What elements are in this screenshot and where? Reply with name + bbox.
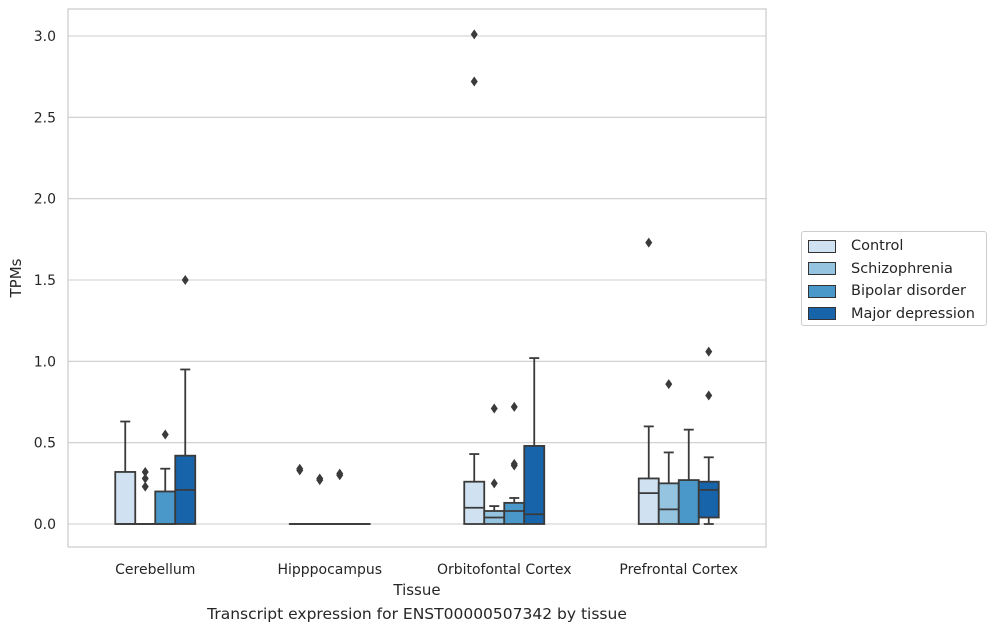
box-major-depression <box>523 357 546 525</box>
x-tick-labels: Cerebellum Hipppocampus Orbitofontal Corte… <box>115 562 738 578</box>
outlier-point <box>705 346 713 357</box>
outlier-point <box>490 403 498 414</box>
outlier-point <box>490 478 498 489</box>
box-schizophrenia <box>483 505 506 525</box>
box-control <box>114 420 137 525</box>
y-tick-label: 3.0 <box>34 29 56 45</box>
plot-frame <box>67 8 767 548</box>
box-iqr <box>697 480 720 519</box>
box-major-depression <box>174 368 197 525</box>
outlier-point <box>665 379 673 390</box>
outlier-point <box>470 29 478 40</box>
box-bipolar-disorder <box>154 467 177 525</box>
legend-label-major-depression: Major depression <box>851 305 975 322</box>
box-layer <box>114 357 720 525</box>
box-iqr <box>114 471 137 525</box>
y-tick-label: 0.5 <box>34 436 56 452</box>
outlier-point <box>181 275 189 285</box>
legend-label-bipolar-disorder: Bipolar disorder <box>851 283 966 300</box>
box-schizophrenia <box>657 451 680 525</box>
legend-item-bipolar-disorder: Bipolar disorder <box>808 280 986 303</box>
x-tick-label: Hipppocampus <box>277 562 382 578</box>
y-tick-label: 2.0 <box>34 192 56 208</box>
outlier-point <box>141 473 149 484</box>
box-iqr <box>677 479 700 525</box>
box-iqr <box>463 480 486 525</box>
box-control <box>637 425 660 525</box>
y-tick-labels: 0.0 0.5 1.0 1.5 2.0 2.5 3.0 <box>34 29 56 533</box>
y-tick-label: 1.0 <box>34 354 56 370</box>
legend-label-control: Control <box>851 238 904 255</box>
outlier-point <box>510 458 518 469</box>
x-tick-label: Orbitofontal Cortex <box>437 562 572 578</box>
box-iqr <box>523 445 546 525</box>
grid-layer <box>68 35 766 525</box>
y-axis-title: TPMs <box>7 258 25 298</box>
outlier-point <box>161 429 169 440</box>
legend-item-schizophrenia: Schizophrenia <box>808 258 986 281</box>
legend-swatch-control <box>808 239 836 253</box>
outlier-point <box>336 468 344 479</box>
box-iqr <box>154 490 177 525</box>
outlier-point <box>316 473 324 484</box>
chart-caption: Transcript expression for ENST0000050734… <box>207 605 627 623</box>
outlier-point <box>141 466 149 477</box>
legend-label-schizophrenia: Schizophrenia <box>851 260 953 277</box>
legend: Control Schizophrenia Bipolar disorder M… <box>801 231 987 326</box>
legend-item-control: Control <box>808 235 986 258</box>
legend-swatch-schizophrenia <box>808 262 836 276</box>
legend-swatch-major-depression <box>808 307 836 321</box>
outlier-point <box>705 390 713 401</box>
y-tick-label: 0.0 <box>34 517 56 533</box>
box-iqr <box>657 482 680 525</box>
legend-item-major-depression: Major depression <box>808 303 986 326</box>
x-tick-label: Prefrontal Cortex <box>619 562 738 578</box>
x-axis-title: Tissue <box>392 581 440 599</box>
outlier-point <box>470 76 478 87</box>
box-control <box>463 453 486 525</box>
outlier-point <box>645 237 653 248</box>
box-bipolar-disorder <box>503 497 526 525</box>
box-iqr <box>637 477 660 525</box>
box-bipolar-disorder <box>677 428 700 525</box>
legend-swatch-bipolar-disorder <box>808 284 836 298</box>
outlier-point <box>141 481 149 492</box>
y-tick-label: 1.5 <box>34 273 56 289</box>
x-tick-label: Cerebellum <box>115 562 195 578</box>
outlier-point <box>296 463 304 474</box>
flier-layer <box>141 29 713 492</box>
box-iqr <box>503 501 526 525</box>
outlier-point <box>510 401 518 412</box>
y-tick-label: 2.5 <box>34 110 56 126</box>
box-major-depression <box>697 456 720 525</box>
